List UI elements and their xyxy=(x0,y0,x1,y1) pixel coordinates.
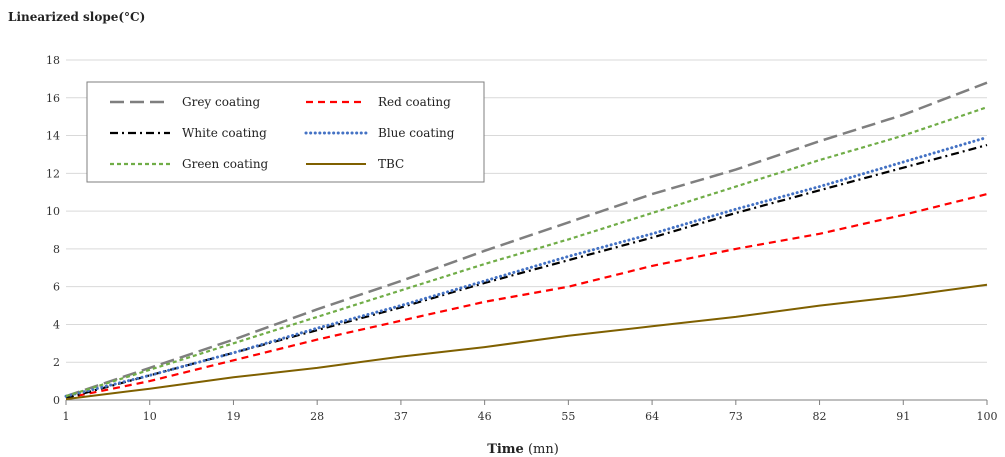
series-line-grey-coating xyxy=(65,81,988,398)
x-tick-label: 64 xyxy=(645,410,659,423)
series-line-tbc xyxy=(65,283,988,401)
x-tick-label: 1 xyxy=(63,410,70,423)
x-axis-label: Time (mn) xyxy=(487,442,559,457)
legend-entry: White coating xyxy=(182,126,267,140)
series-line-white-coating xyxy=(65,143,988,400)
y-tick-label: 2 xyxy=(53,356,60,369)
x-tick-label: 82 xyxy=(813,410,827,423)
axes xyxy=(65,399,988,405)
y-axis-label: Linearized slope(°C) xyxy=(8,10,145,24)
y-tick-labels: 0 2 4 6 8 10 12 14 16 18 xyxy=(46,54,60,407)
series-line-red-coating xyxy=(65,193,988,400)
y-tick-label: 16 xyxy=(46,92,60,105)
series-lines xyxy=(64,81,989,401)
legend-entry: Red coating xyxy=(378,95,451,109)
x-tick-label: 46 xyxy=(478,410,492,423)
x-tick-label: 28 xyxy=(310,410,324,423)
legend-entry: TBC xyxy=(378,157,404,171)
y-tick-label: 10 xyxy=(46,205,60,218)
x-tick-labels: 1 10 19 28 37 46 55 64 73 82 91 100 xyxy=(63,410,998,423)
x-tick-label: 37 xyxy=(394,410,408,423)
y-tick-label: 6 xyxy=(53,281,60,294)
legend: Grey coating Red coating White coating Blue… xyxy=(86,81,485,183)
x-tick-label: 100 xyxy=(977,410,998,423)
y-tick-label: 18 xyxy=(46,54,60,67)
y-tick-label: 4 xyxy=(53,318,60,331)
x-tick-label: 55 xyxy=(561,410,575,423)
y-tick-label: 0 xyxy=(53,394,60,407)
y-tick-label: 14 xyxy=(46,130,60,143)
legend-entry: Blue coating xyxy=(378,126,455,140)
x-tick-label: 19 xyxy=(226,410,240,423)
x-tick-label: 10 xyxy=(143,410,157,423)
y-tick-label: 12 xyxy=(46,167,60,180)
series-line-green-coating xyxy=(65,106,988,398)
x-tick-label: 91 xyxy=(896,410,910,423)
series-line-blue-coating xyxy=(64,135,989,398)
y-tick-label: 8 xyxy=(53,243,60,256)
legend-entry: Green coating xyxy=(182,157,269,171)
x-tick-label: 73 xyxy=(729,410,743,423)
legend-entry: Grey coating xyxy=(182,95,261,109)
